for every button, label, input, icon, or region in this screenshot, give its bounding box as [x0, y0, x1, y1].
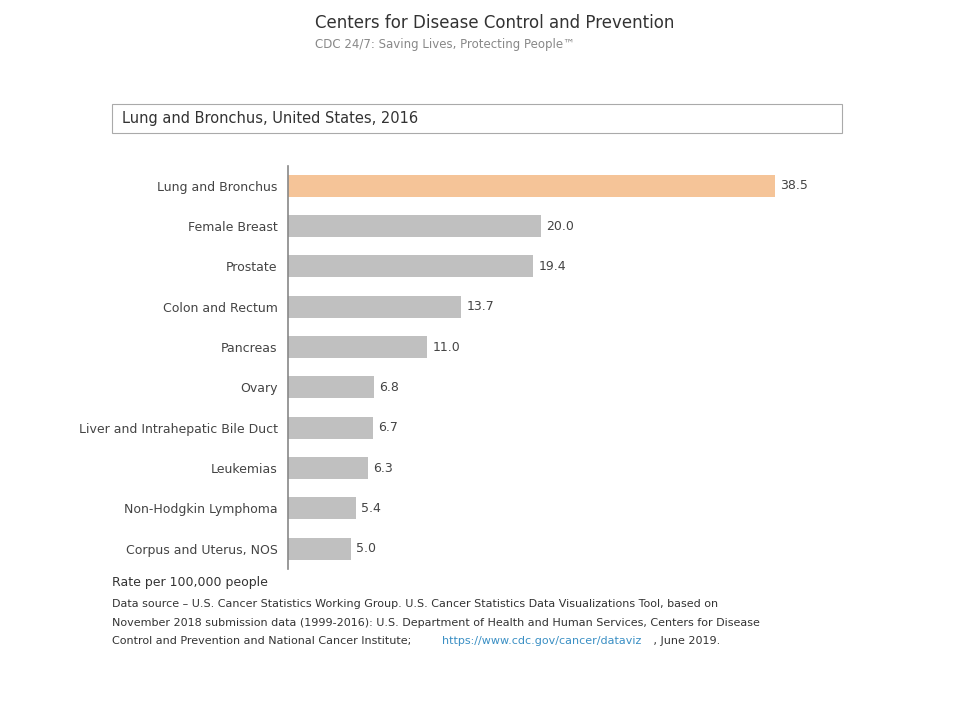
Text: Top 10 Cancers by Rates of Cancer Deaths: Top 10 Cancers by Rates of Cancer Deaths [122, 76, 484, 91]
Bar [288, 296, 462, 318]
Bar [288, 457, 368, 479]
Text: 6.3: 6.3 [372, 462, 393, 474]
Text: Control and Prevention and National Cancer Institute;: Control and Prevention and National Canc… [112, 636, 415, 647]
Bar [288, 417, 372, 438]
Text: November 2018 submission data (1999-2016): U.S. Department of Health and Human S: November 2018 submission data (1999-2016… [112, 618, 760, 628]
Text: 38.5: 38.5 [780, 179, 808, 192]
Text: Data source – U.S. Cancer Statistics Working Group. U.S. Cancer Statistics Data : Data source – U.S. Cancer Statistics Wor… [112, 599, 718, 609]
Text: https://www.cdc.gov/cancer/dataviz: https://www.cdc.gov/cancer/dataviz [443, 636, 641, 647]
Text: 13.7: 13.7 [467, 300, 494, 313]
Bar [288, 215, 541, 237]
Text: CDC: CDC [252, 18, 298, 37]
Bar [288, 336, 427, 358]
Bar [288, 498, 356, 519]
Text: CDC 24/7: Saving Lives, Protecting People™: CDC 24/7: Saving Lives, Protecting Peopl… [315, 38, 575, 51]
Text: 5.0: 5.0 [356, 542, 376, 555]
Text: 20.0: 20.0 [546, 220, 574, 233]
Bar [288, 538, 351, 559]
Bar [288, 256, 534, 277]
Text: Rate per 100,000 people: Rate per 100,000 people [112, 576, 268, 589]
Text: Centers for Disease Control and Prevention: Centers for Disease Control and Preventi… [315, 14, 674, 32]
Bar [288, 377, 374, 398]
Text: Lung and Bronchus, United States, 2016: Lung and Bronchus, United States, 2016 [122, 112, 418, 126]
Text: , June 2019.: , June 2019. [650, 636, 720, 647]
Text: 6.7: 6.7 [378, 421, 397, 434]
Text: 6.8: 6.8 [379, 381, 399, 394]
Bar [288, 175, 776, 197]
Text: 5.4: 5.4 [361, 502, 381, 515]
Text: 11.0: 11.0 [432, 341, 460, 354]
Text: 19.4: 19.4 [539, 260, 566, 273]
